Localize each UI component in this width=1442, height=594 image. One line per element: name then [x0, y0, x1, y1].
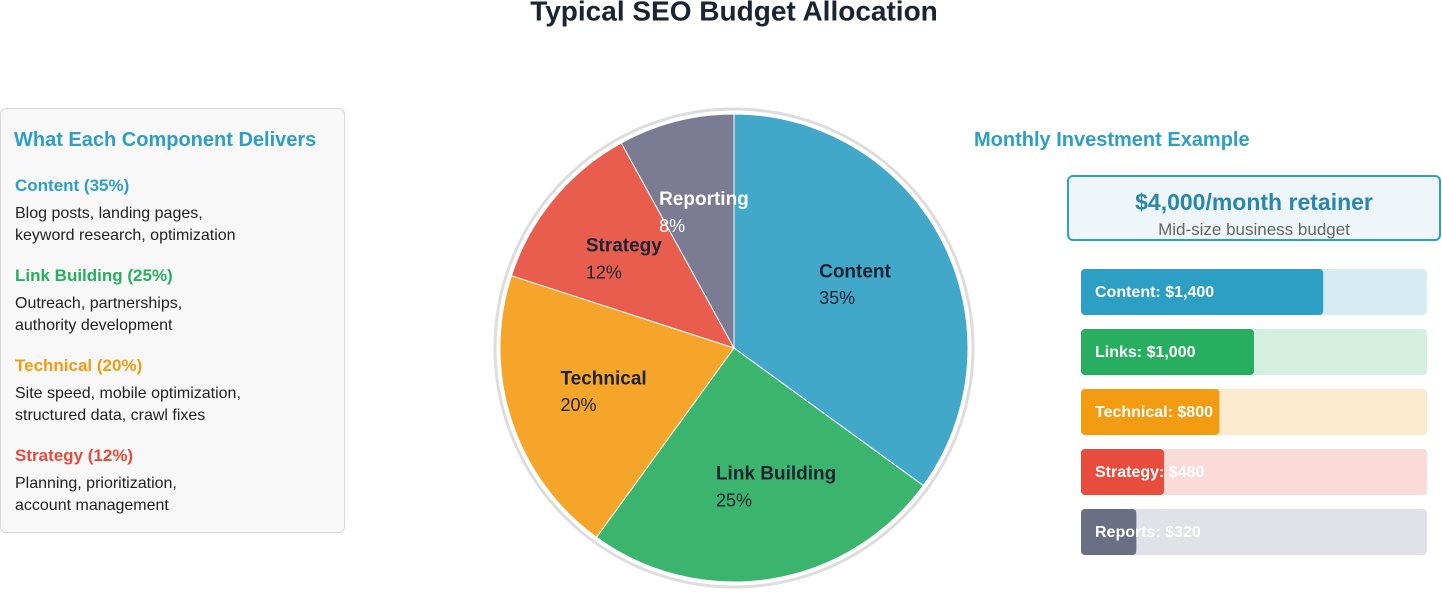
retainer-box: $4,000/month retainer Mid-size business …: [1067, 175, 1441, 241]
bar-label: Strategy: $480: [1095, 464, 1204, 481]
bar: [1081, 509, 1137, 555]
bar-label: Reports: $320: [1095, 524, 1201, 541]
component-description: Site speed, mobile optimization,: [15, 385, 241, 402]
slice-label: Technical: [560, 368, 646, 389]
bar: [1081, 269, 1324, 315]
bar-label: Technical: $800: [1095, 404, 1213, 421]
pie-slice: [733, 113, 969, 487]
component-heading: Content (35%): [15, 176, 130, 195]
slice-label: Reporting: [659, 189, 749, 210]
bar: [1081, 329, 1254, 375]
component-description: Outreach, partnerships,: [15, 295, 183, 312]
bar-label: Links: $1,000: [1095, 344, 1196, 361]
component-description: account management: [15, 497, 169, 514]
component-description: keyword research, optimization: [15, 227, 236, 244]
bar: [1081, 389, 1220, 435]
component-panel: What Each Component Delivers Content (35…: [0, 108, 345, 533]
retainer-note: Mid-size business budget: [1158, 220, 1350, 239]
slice-value-label: 20%: [560, 395, 596, 415]
slice-value-label: 12%: [586, 262, 622, 282]
component-heading: Strategy (12%): [15, 446, 134, 465]
pie-slice: [499, 275, 735, 539]
component-description: structured data, crawl fixes: [15, 407, 206, 424]
component-item: Content (35%) Blog posts, landing pages, k…: [14, 176, 344, 247]
bar-label: Content: $1,400: [1095, 284, 1214, 301]
slice-label: Strategy: [586, 236, 662, 257]
bar: [1081, 449, 1165, 495]
page-title: Typical SEO Budget Allocation: [530, 0, 938, 26]
bar-track: [1081, 509, 1427, 555]
pie-slice: [595, 347, 925, 583]
component-description: Blog posts, landing pages,: [15, 205, 203, 222]
slice-label: Content: [819, 261, 891, 282]
slice-value-label: 35%: [819, 288, 855, 308]
component-item: Strategy (12%) Planning, prioritization, a…: [14, 446, 344, 517]
slice-value-label: 25%: [716, 490, 752, 510]
component-item: Technical (20%) Site speed, mobile optimi…: [14, 356, 344, 427]
component-heading: Technical (20%): [15, 356, 143, 375]
slice-label: Link Building: [716, 464, 836, 485]
slice-value-label: 8%: [659, 216, 685, 236]
pie-outline: [493, 107, 975, 589]
pie-slice: [510, 142, 736, 349]
component-heading: Link Building (25%): [15, 266, 173, 285]
component-description: authority development: [15, 317, 173, 334]
investment-title: Monthly Investment Example: [974, 129, 1250, 151]
bar-track: [1081, 449, 1427, 495]
component-description: Planning, prioritization,: [15, 475, 177, 492]
component-item: Link Building (25%) Outreach, partnership…: [14, 266, 344, 337]
pie-slice: [620, 113, 735, 349]
retainer: $4,000/month retainer: [1135, 189, 1373, 215]
panel-title: What Each Component Delivers: [14, 129, 317, 151]
